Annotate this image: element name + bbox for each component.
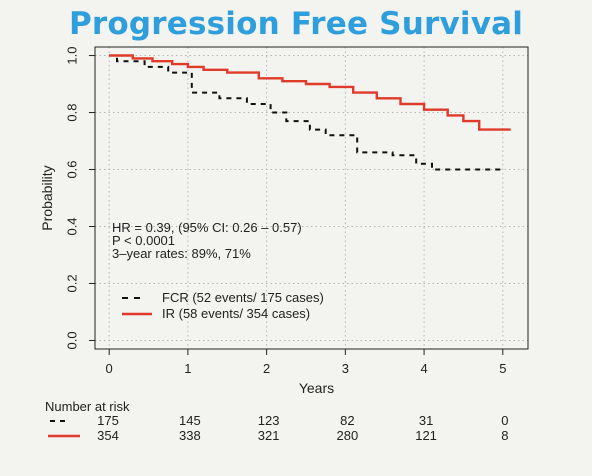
risk-count-ir: 8 [501,428,508,443]
risk-count-ir: 280 [337,428,359,443]
risk-count-fcr: 175 [97,413,119,428]
risk-count-ir: 338 [179,428,201,443]
x-tick-label: 4 [420,361,427,376]
risk-table: Number at risk 175 145 123 82 31 0 354 338 321 28… [45,399,508,443]
risk-count-ir: 354 [97,428,119,443]
slide-title: Progression Free Survival [68,6,524,42]
x-axis-label: Years [299,380,334,396]
legend-label-ir: IR (58 events/ 354 cases) [162,306,310,321]
y-axis: 0.0 0.2 0.4 0.6 0.8 1.0 [65,47,95,349]
y-tick-label: 0.0 [65,331,80,349]
y-tick-label: 0.2 [65,274,80,292]
y-tick-label: 1.0 [65,47,80,65]
risk-count-fcr: 0 [501,413,508,428]
x-tick-label: 1 [184,361,191,376]
annotation-rates: 3–year rates: 89%, 71% [112,246,251,261]
risk-count-fcr: 145 [179,413,201,428]
risk-count-ir: 121 [415,428,437,443]
risk-count-fcr: 123 [258,413,280,428]
risk-count-fcr: 31 [419,413,433,428]
legend-label-fcr: FCR (52 events/ 175 cases) [162,290,324,305]
x-tick-label: 0 [106,361,113,376]
survival-curves [109,54,511,171]
stats-annotation: HR = 0.39, (95% CI: 0.26 – 0.57) P < 0.0… [112,220,302,261]
legend: FCR (52 events/ 175 cases) IR (58 events… [122,290,324,321]
y-tick-label: 0.4 [65,217,80,235]
series-ir-curve [109,54,511,131]
y-tick-label: 0.8 [65,103,80,121]
plot-frame [94,46,529,350]
x-axis: 0 1 2 3 4 5 [106,349,506,376]
risk-table-title: Number at risk [45,399,130,414]
risk-count-fcr: 82 [340,413,354,428]
x-tick-label: 3 [342,361,349,376]
grid-lines [95,47,528,349]
x-tick-label: 5 [499,361,506,376]
annotation-p: P < 0.0001 [112,233,175,248]
x-tick-label: 2 [263,361,270,376]
y-tick-label: 0.6 [65,160,80,178]
y-axis-label: Probability [39,165,55,230]
risk-count-ir: 321 [258,428,280,443]
annotation-hr: HR = 0.39, (95% CI: 0.26 – 0.57) [112,220,302,235]
